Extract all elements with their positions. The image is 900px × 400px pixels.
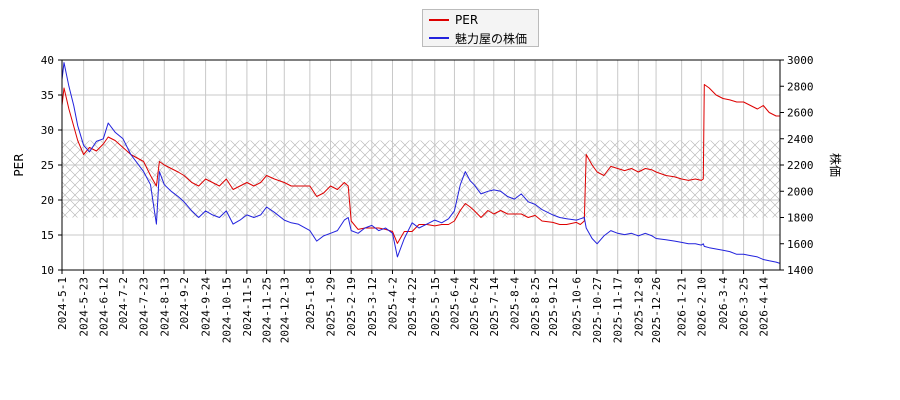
y-axis-label: PER <box>12 153 26 176</box>
y-tick-label: 35 <box>41 89 54 102</box>
y-tick-label: 25 <box>41 159 54 172</box>
y2-tick-label: 2400 <box>787 133 814 146</box>
x-tick-label: 2024-5-1 <box>56 277 69 330</box>
x-tick-label: 2025-4-22 <box>406 277 419 337</box>
x-tick-label: 2025-8-4 <box>508 277 521 330</box>
x-tick-label: 2024-9-2 <box>178 277 191 330</box>
y2-tick-label: 3000 <box>787 54 814 67</box>
x-tick-label: 2026-4-14 <box>757 277 770 337</box>
y2-tick-label: 2800 <box>787 80 814 93</box>
y-tick-label: 40 <box>41 54 54 67</box>
grid <box>61 59 780 271</box>
y2-tick-label: 1600 <box>787 238 814 251</box>
band-hatch <box>62 140 780 218</box>
x-tick-label: 2026-1-21 <box>676 277 689 337</box>
x-tick-label: 2024-5-23 <box>78 277 91 337</box>
x-tick-label: 2024-11-25 <box>261 277 274 343</box>
legend: PER 魅力屋の株価 <box>422 9 539 47</box>
y2-tick-label: 1400 <box>787 264 814 277</box>
series-line-per <box>61 84 780 244</box>
x-tick-label: 2024-6-12 <box>97 277 110 337</box>
legend-swatch-per <box>429 19 449 21</box>
x-tick-label: 2025-8-25 <box>529 277 542 337</box>
x-tick-label: 2025-2-19 <box>345 277 358 337</box>
x-tick-label: 2025-12-8 <box>632 277 645 337</box>
series-layer <box>61 62 781 264</box>
x-tick-label: 2025-10-27 <box>591 277 604 343</box>
x-tick-label: 2024-12-13 <box>278 277 291 343</box>
legend-swatch-price <box>429 37 449 39</box>
x-tick-label: 2025-9-12 <box>547 277 560 337</box>
x-tick-label: 2025-10-6 <box>570 277 583 337</box>
x-tick-label: 2026-3-4 <box>717 277 730 330</box>
y-axis-right: 1400 1600 1800 2000 2200 2400 2600 2800 3000 <box>780 54 814 277</box>
y-tick-label: 15 <box>41 229 54 242</box>
y-tick-label: 10 <box>41 264 54 277</box>
x-tick-label: 2025-4-2 <box>386 277 399 330</box>
series-line-price <box>61 62 781 264</box>
x-tick-label: 2024-8-13 <box>158 277 171 337</box>
x-tick-label: 2025-6-4 <box>448 277 461 330</box>
x-tick-label: 2026-2-10 <box>695 277 708 337</box>
x-tick-label: 2025-1-29 <box>325 277 338 337</box>
y2-axis-label: 株価 <box>828 153 843 177</box>
x-tick-label: 2024-10-15 <box>220 277 233 343</box>
legend-label-per: PER <box>455 13 479 27</box>
x-tick-label: 2025-12-26 <box>650 277 663 343</box>
y2-tick-label: 2000 <box>787 185 814 198</box>
legend-label-price: 魅力屋の株価 <box>455 31 528 46</box>
x-tick-label: 2024-7-23 <box>138 277 151 337</box>
x-tick-label: 2024-7-2 <box>117 277 130 330</box>
y2-tick-label: 1800 <box>787 212 814 225</box>
x-tick-label: 2025-7-14 <box>488 277 501 337</box>
x-tick-label: 2024-9-24 <box>200 277 213 337</box>
y2-tick-label: 2600 <box>787 107 814 120</box>
legend-item-price: 魅力屋の株価 <box>429 30 527 46</box>
x-tick-label: 2025-1-8 <box>304 277 317 330</box>
x-axis: 2024-5-1 2024-5-23 2024-6-12 2024-7-2 2024-7… <box>56 270 770 343</box>
y-tick-label: 30 <box>41 124 54 137</box>
x-tick-label: 2026-3-25 <box>738 277 751 337</box>
x-tick-label: 2024-11-5 <box>241 277 254 337</box>
legend-item-per: PER <box>429 12 478 28</box>
x-tick-label: 2025-3-12 <box>366 277 379 337</box>
x-tick-label: 2025-5-15 <box>429 277 442 337</box>
y2-tick-label: 2200 <box>787 159 814 172</box>
x-tick-label: 2025-6-24 <box>468 277 481 337</box>
per-range-band <box>62 140 780 218</box>
y-tick-label: 20 <box>41 194 54 207</box>
y-axis-left: 10 15 20 25 30 35 40 <box>41 54 62 277</box>
x-tick-label: 2025-11-17 <box>612 277 625 343</box>
